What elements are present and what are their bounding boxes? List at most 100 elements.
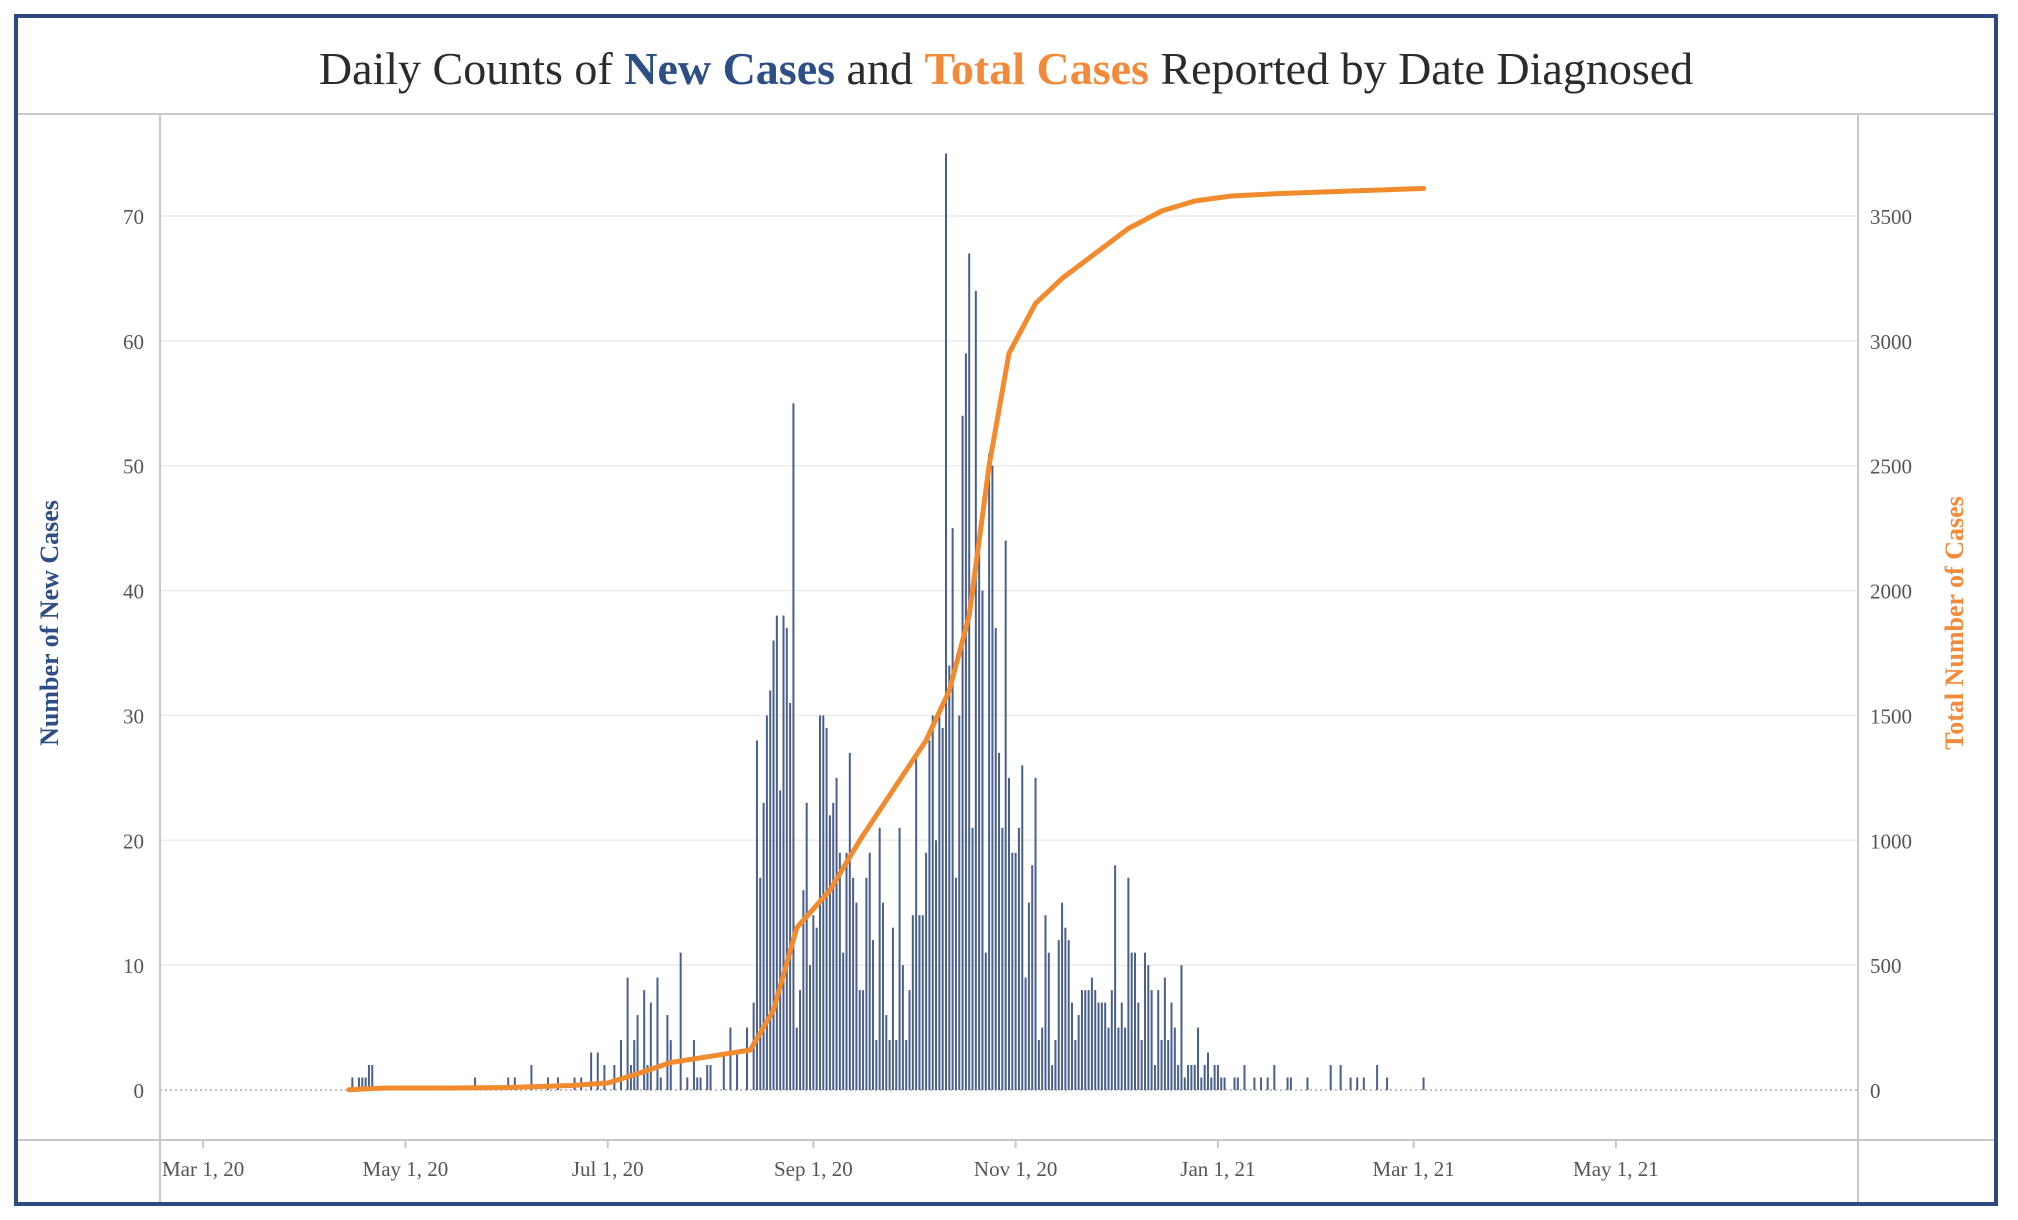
bar (1213, 1065, 1216, 1090)
bar (759, 877, 762, 1090)
bar (626, 977, 629, 1090)
bar (636, 1015, 639, 1090)
y2-tick-label: 2500 (1870, 455, 1912, 479)
bar (951, 528, 954, 1090)
bar (848, 752, 851, 1090)
bar (1329, 1065, 1332, 1090)
bar (1193, 1065, 1196, 1090)
bar (507, 1077, 510, 1090)
y2-tick-label: 1000 (1870, 829, 1912, 853)
bar (958, 715, 961, 1090)
chart-frame: Daily Counts of New Cases and Total Case… (14, 14, 1998, 1206)
bar (842, 952, 845, 1090)
bar (855, 902, 858, 1090)
y-tick-label: 70 (123, 205, 144, 229)
bar (1157, 990, 1160, 1090)
bar (1376, 1065, 1379, 1090)
bar (938, 715, 941, 1090)
bar (1100, 1002, 1103, 1090)
bar (911, 915, 914, 1090)
bar (1153, 1065, 1156, 1090)
bar (1024, 977, 1027, 1090)
bar (1008, 777, 1010, 1090)
bar (878, 827, 881, 1090)
y-axis-title: Number of New Cases (35, 500, 64, 746)
bar (931, 715, 934, 1090)
bar (1289, 1077, 1292, 1090)
bar (825, 727, 828, 1090)
bar (1137, 1002, 1140, 1090)
bar (1273, 1065, 1276, 1090)
bar (1167, 1040, 1170, 1090)
bar (935, 840, 938, 1090)
x-tick-label: May 1, 21 (1573, 1157, 1659, 1181)
bar (961, 415, 964, 1090)
y-tick-label: 60 (123, 330, 144, 354)
chart-plot: 0 10 20 30 40 50 60 70 0 500 1000 1500 2000 2500 3000 3… (18, 113, 1994, 1202)
bar (1253, 1077, 1256, 1090)
bar (364, 1077, 367, 1090)
bar (872, 940, 875, 1090)
bar (858, 990, 861, 1090)
x-ticks: Mar 1, 20 May 1, 20 Jul 1, 20 Sep 1, 20 Nov … (162, 1140, 1659, 1181)
title-prefix: Daily Counts of (318, 42, 613, 94)
bar (1349, 1077, 1352, 1090)
bar (1107, 1027, 1110, 1090)
bar (828, 815, 831, 1090)
bar (978, 553, 981, 1090)
y-tick-label: 40 (123, 580, 144, 604)
bar (805, 802, 808, 1090)
bar (838, 852, 841, 1090)
bar (918, 915, 921, 1090)
bar (1027, 902, 1030, 1090)
bar (699, 1077, 702, 1090)
bar (1120, 1002, 1123, 1090)
bar (1339, 1065, 1342, 1090)
bar (865, 877, 868, 1090)
bar (1034, 777, 1037, 1090)
bar (852, 877, 855, 1090)
bar (988, 453, 991, 1090)
bar (1206, 1052, 1209, 1090)
bar (692, 1040, 695, 1090)
bar (603, 1065, 606, 1090)
bar (1362, 1077, 1365, 1090)
bar (795, 1027, 798, 1090)
bar (1061, 902, 1064, 1090)
bar (1094, 990, 1097, 1090)
bar (656, 977, 659, 1090)
bar (875, 1040, 878, 1090)
bar (991, 465, 994, 1090)
bar (1183, 1077, 1186, 1090)
bar (822, 715, 825, 1090)
bar (1114, 865, 1117, 1090)
bar (755, 740, 758, 1090)
bar (1130, 952, 1133, 1090)
bar (1011, 852, 1014, 1090)
bar (891, 927, 894, 1090)
bar (1210, 1077, 1213, 1090)
bar (862, 990, 865, 1090)
bar (686, 1077, 689, 1090)
bar (1134, 952, 1137, 1090)
bar (659, 1077, 662, 1090)
bar (809, 965, 812, 1090)
bar (1044, 915, 1047, 1090)
bar (885, 1015, 888, 1090)
bar (351, 1077, 354, 1090)
bar (590, 1052, 593, 1090)
bar (679, 952, 682, 1090)
bar (371, 1065, 374, 1090)
title-total-cases: Total Cases (924, 42, 1149, 94)
bar (812, 915, 815, 1090)
bar (921, 915, 924, 1090)
y-tick-label: 10 (123, 954, 144, 978)
bar (769, 690, 772, 1090)
bar (779, 790, 782, 1090)
bar (1143, 952, 1146, 1090)
bar (736, 1052, 739, 1090)
bar (881, 902, 884, 1090)
bar (1163, 977, 1166, 1090)
bar (799, 990, 802, 1090)
bar (1067, 940, 1070, 1090)
